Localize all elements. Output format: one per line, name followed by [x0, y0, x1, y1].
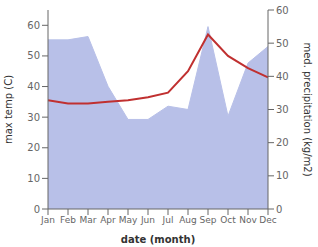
svg-text:May: May [119, 215, 138, 225]
svg-text:40: 40 [276, 71, 289, 82]
svg-text:10: 10 [276, 170, 289, 181]
svg-text:Feb: Feb [60, 215, 76, 225]
svg-text:Mar: Mar [80, 215, 97, 225]
svg-text:0: 0 [276, 204, 282, 215]
svg-text:20: 20 [276, 137, 289, 148]
svg-text:Oct: Oct [220, 215, 236, 225]
svg-text:Jul: Jul [162, 215, 174, 225]
svg-text:Jun: Jun [140, 215, 155, 225]
svg-text:50: 50 [276, 38, 289, 49]
svg-text:Nov: Nov [239, 215, 257, 225]
svg-text:Aug: Aug [179, 215, 197, 225]
svg-text:30: 30 [27, 112, 40, 123]
svg-text:Sep: Sep [200, 215, 217, 225]
svg-text:10: 10 [27, 173, 40, 184]
svg-text:60: 60 [276, 5, 289, 16]
svg-text:50: 50 [27, 50, 40, 61]
svg-text:0: 0 [34, 204, 40, 215]
svg-text:date (month): date (month) [121, 234, 195, 245]
svg-text:Jan: Jan [40, 215, 55, 225]
svg-text:30: 30 [276, 104, 289, 115]
svg-text:max temp (C): max temp (C) [8, 75, 14, 144]
svg-text:20: 20 [27, 142, 40, 153]
svg-text:40: 40 [27, 81, 40, 92]
svg-text:60: 60 [27, 20, 40, 31]
svg-text:med. precipitation (kg/m2): med. precipitation (kg/m2) [302, 42, 310, 176]
svg-text:Apr: Apr [100, 215, 116, 225]
svg-text:Dec: Dec [259, 215, 276, 225]
